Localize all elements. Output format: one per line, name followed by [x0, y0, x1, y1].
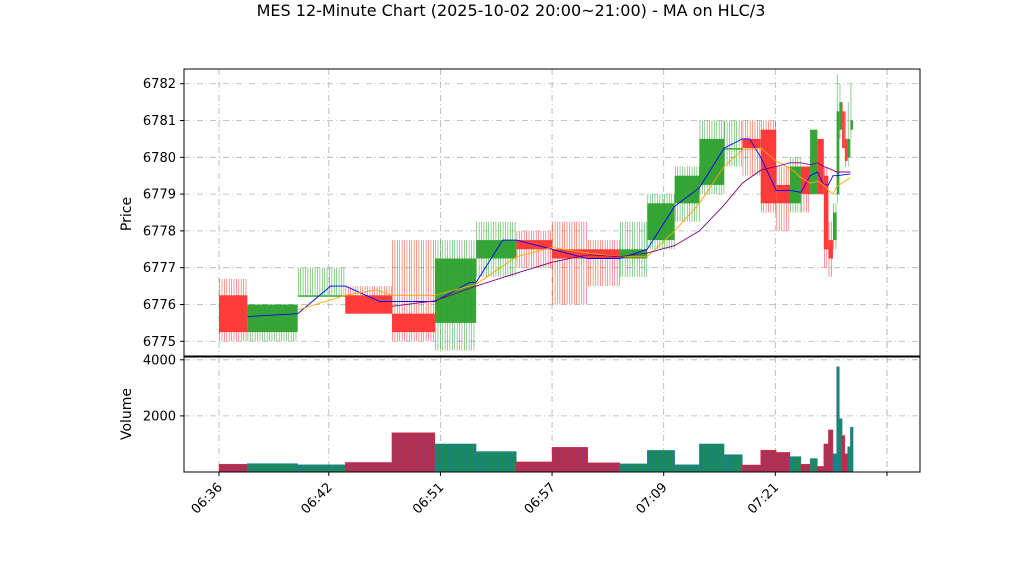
- price-y-tick-label: 6778: [143, 224, 176, 239]
- candle-body: [219, 295, 248, 333]
- price-y-tick-label: 6776: [143, 298, 176, 313]
- volume-bars: [218, 366, 854, 473]
- volume-bar: [742, 464, 761, 473]
- volume-panel: 2000 4000 Volume: [119, 353, 921, 473]
- price-y-tick-label: 6779: [143, 188, 176, 203]
- x-tick-label: 06:42: [299, 480, 336, 517]
- price-y-tick-label: 6780: [143, 151, 176, 166]
- moving-average-line: [297, 147, 851, 311]
- candle-body: [724, 148, 743, 150]
- candle-body: [247, 304, 298, 333]
- candle-body: [847, 138, 851, 158]
- volume-bar: [516, 461, 553, 473]
- volume-bar: [587, 462, 620, 473]
- volume-bar: [345, 462, 393, 473]
- candle-body: [817, 138, 824, 195]
- price-y-tick-label: 6777: [143, 261, 176, 276]
- volume-bar: [434, 443, 477, 473]
- volume-axis-label: Volume: [119, 388, 135, 440]
- volume-y-tick-label: 2000: [143, 409, 176, 424]
- volume-bar: [823, 443, 829, 473]
- candle-body: [836, 111, 840, 195]
- volume-bar: [817, 466, 825, 473]
- chart-title: MES 12-Minute Chart (2025-10-02 20:00~21…: [257, 1, 766, 20]
- candle-body: [850, 120, 854, 130]
- price-y-ticks: 6775 6776 6777 6778 6779 6780 6781 6782: [143, 77, 184, 350]
- volume-y-tick-label: 4000: [143, 353, 176, 368]
- x-tick-label: 07:09: [633, 480, 670, 517]
- candle-body: [832, 212, 837, 241]
- candle-body: [776, 184, 790, 204]
- candle-body: [839, 102, 843, 130]
- price-y-tick-label: 6775: [143, 335, 176, 350]
- price-y-tick-label: 6781: [143, 114, 176, 129]
- volume-bar: [828, 429, 834, 473]
- x-tick-label: 06:57: [522, 480, 559, 517]
- candle-body: [823, 175, 829, 250]
- candle-body: [587, 249, 620, 259]
- price-panel-frame: [183, 68, 921, 357]
- moving-average-line: [391, 162, 851, 307]
- volume-bar: [551, 447, 588, 473]
- candle-body: [742, 138, 761, 149]
- candle-body: [647, 203, 675, 241]
- candle-body: [810, 129, 818, 195]
- candle-body: [760, 129, 777, 204]
- volume-bar: [809, 458, 818, 473]
- x-tick-label: 06:51: [410, 480, 447, 517]
- volume-bar: [391, 432, 436, 473]
- candle-body: [391, 313, 435, 333]
- candle-body: [844, 138, 848, 161]
- volume-y-ticks: 2000 4000: [143, 353, 184, 424]
- candle-body: [297, 295, 346, 297]
- x-ticks: 06:36 06:42 06:51 06:57 07:09 07:21: [189, 472, 888, 517]
- volume-bar: [699, 443, 725, 473]
- x-tick-label: 07:21: [745, 480, 782, 517]
- candle-body: [674, 175, 700, 204]
- volume-bar: [832, 453, 837, 473]
- volume-bar: [776, 452, 791, 473]
- price-panel: 6775 6776 6777 6778 6779 6780 6781 6782 Price: [119, 68, 921, 357]
- candle-body: [699, 138, 725, 185]
- moving-average-line: [247, 138, 851, 318]
- price-moving-averages: [247, 138, 851, 318]
- x-tick-label: 06:36: [189, 480, 226, 517]
- volume-bar: [674, 464, 700, 473]
- candle-body: [828, 240, 833, 259]
- candle-body: [476, 240, 517, 259]
- candle-body: [789, 166, 801, 204]
- volume-bar: [723, 454, 743, 473]
- candle-body: [345, 295, 392, 314]
- candle-body: [842, 111, 845, 149]
- price-axis-label: Price: [119, 197, 135, 231]
- price-y-tick-label: 6782: [143, 77, 176, 92]
- price-marks: [219, 74, 854, 351]
